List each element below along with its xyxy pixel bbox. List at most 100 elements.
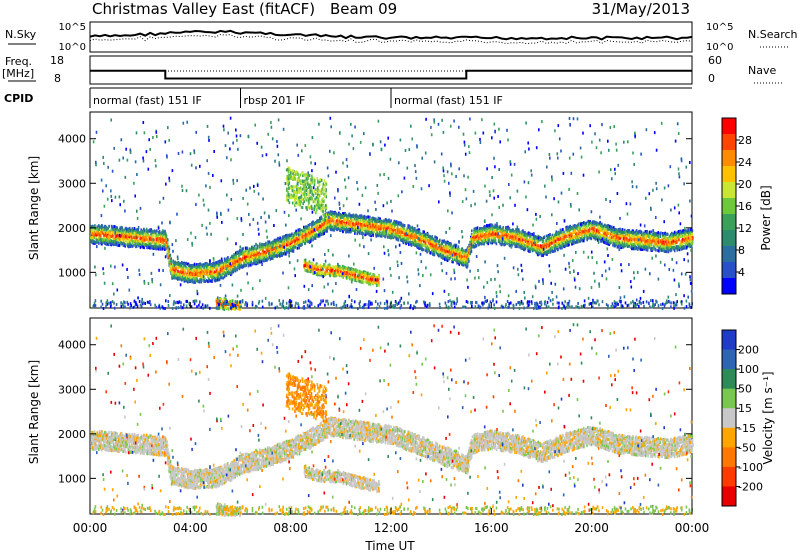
range-gate-cell — [218, 264, 220, 267]
range-gate-cell — [274, 252, 276, 255]
range-gate-cell — [563, 231, 565, 234]
range-gate-cell — [122, 228, 124, 231]
range-gate-cell — [348, 213, 350, 216]
cpid-segment-label: rbsp 201 IF — [244, 94, 306, 107]
range-gate-cell — [529, 244, 531, 247]
range-gate-cell — [242, 247, 244, 250]
range-gate-cell — [526, 243, 528, 246]
range-gate-cell — [311, 239, 313, 242]
range-gate-cell — [111, 240, 113, 243]
range-gate-cell — [167, 238, 169, 241]
range-gate-cell — [273, 247, 275, 250]
range-gate-cell — [565, 231, 567, 234]
range-gate-cell — [483, 243, 485, 246]
range-gate-cell — [476, 244, 478, 247]
range-gate-cell — [238, 257, 240, 260]
range-gate-cell — [403, 241, 405, 244]
range-gate-cell — [460, 252, 462, 255]
range-gate-cell — [412, 229, 414, 232]
noise-panel: N.Sky 10^5 10^0 10^5 10^0 N.Search — [5, 22, 798, 53]
range-gate-cell — [231, 259, 233, 262]
range-gate-cell — [212, 268, 214, 271]
range-gate-cell — [119, 244, 121, 247]
range-gate-cell — [368, 216, 370, 219]
range-gate-cell — [421, 247, 423, 250]
range-gate-cell — [436, 237, 438, 240]
range-gate-cell — [515, 236, 517, 239]
noise-sky-line — [90, 31, 692, 40]
range-gate-cell — [291, 233, 293, 236]
range-gate-cell — [467, 263, 469, 266]
range-gate-cell — [453, 244, 455, 247]
range-gate-cell — [471, 250, 473, 253]
noise-search-label: N.Search — [748, 28, 798, 41]
range-gate-cell — [396, 238, 398, 241]
range-gate-cell — [387, 236, 389, 239]
range-gate-cell — [216, 273, 218, 276]
range-gate-cell — [287, 242, 289, 245]
range-gate-cell — [468, 254, 470, 257]
range-gate-cell — [167, 242, 169, 245]
range-gate-cell — [481, 243, 483, 246]
range-gate-cell — [94, 236, 96, 239]
range-gate-cell — [554, 247, 556, 250]
range-gate-cell — [495, 233, 497, 236]
range-gate-cell — [490, 224, 492, 227]
range-gate-cell — [189, 264, 191, 267]
range-gate-cell — [272, 257, 274, 260]
range-gate-cell — [519, 231, 521, 234]
range-gate-cell — [217, 265, 219, 268]
range-gate-cell — [209, 280, 211, 283]
range-gate-cell — [544, 235, 546, 238]
nave-label: Nave — [748, 64, 776, 77]
range-gate-cell — [282, 248, 284, 251]
range-gate-cell — [361, 219, 363, 222]
range-gate-cell — [169, 248, 171, 251]
cpid-label: CPID — [4, 92, 33, 105]
range-gate-cell — [153, 239, 155, 242]
range-gate-cell — [443, 245, 445, 248]
noise-left-tick-top: 10^5 — [59, 22, 86, 33]
range-gate-cell — [525, 248, 527, 251]
range-gate-cell — [178, 266, 180, 269]
range-gate-cell — [389, 219, 391, 222]
range-gate-cell — [338, 227, 340, 230]
range-gate-cell — [564, 244, 566, 247]
range-gate-cell — [228, 272, 230, 275]
range-gate-cell — [412, 233, 414, 236]
range-gate-cell — [130, 236, 132, 239]
range-gate-cell — [229, 267, 231, 270]
range-gate-cell — [266, 255, 268, 258]
range-gate-cell — [349, 223, 351, 226]
range-gate-cell — [219, 278, 221, 281]
range-gate-cell — [404, 224, 406, 227]
range-gate-cell — [411, 244, 413, 247]
range-gate-cell — [178, 262, 180, 265]
range-gate-cell — [385, 219, 387, 222]
range-gate-cell — [568, 238, 570, 241]
range-gate-cell — [526, 246, 528, 249]
range-gate-cell — [570, 240, 572, 243]
range-gate-cell — [261, 260, 263, 263]
range-gate-cell — [144, 229, 146, 232]
range-gate-cell — [125, 243, 127, 246]
noise-left-tick-bottom: 10^0 — [59, 42, 86, 53]
range-gate-cell — [423, 248, 425, 251]
range-gate-cell — [452, 258, 454, 261]
frequency-line — [90, 71, 692, 79]
range-gate-cell — [152, 234, 154, 237]
range-gate-cell — [209, 263, 211, 266]
range-gate-cell — [561, 231, 563, 234]
range-gate-cell — [156, 229, 158, 232]
range-gate-cell — [448, 258, 450, 261]
range-gate-cell — [375, 235, 377, 238]
noise-right-tick-bottom: 10^0 — [706, 42, 733, 53]
range-gate-cell — [410, 237, 412, 240]
range-gate-cell — [257, 245, 259, 248]
range-gate-cell — [439, 239, 441, 242]
range-gate-cell — [108, 227, 110, 230]
range-gate-cell — [414, 227, 416, 230]
range-gate-cell — [347, 217, 349, 220]
range-gate-cell — [344, 218, 346, 221]
